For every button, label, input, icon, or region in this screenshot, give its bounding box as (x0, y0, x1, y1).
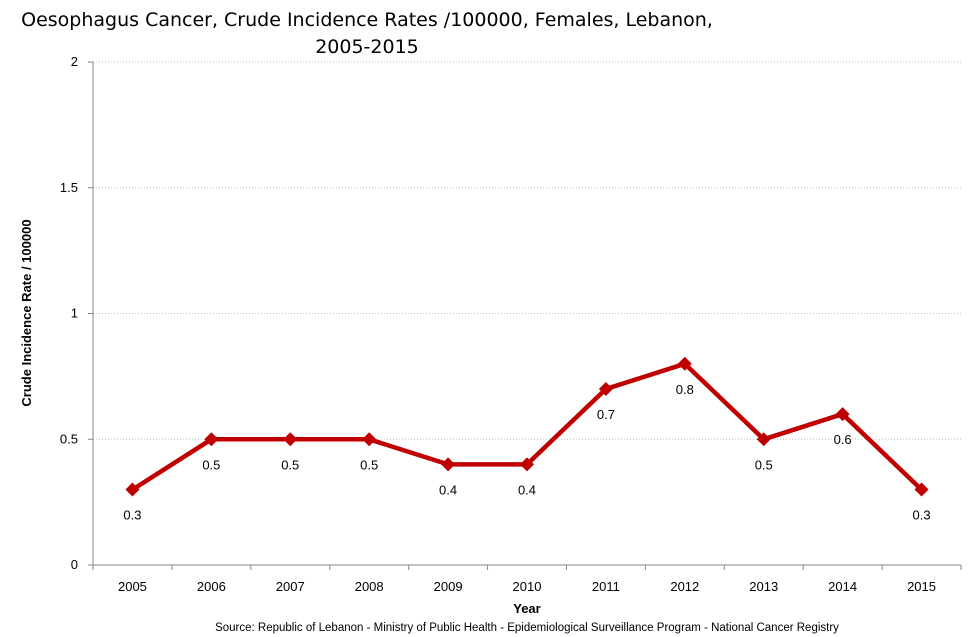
data-label: 0.3 (913, 508, 931, 523)
data-label: 0.8 (676, 382, 694, 397)
data-point-marker (204, 432, 219, 447)
data-label: 0.5 (360, 457, 378, 472)
data-point-marker (283, 432, 298, 447)
data-label: 0.7 (597, 407, 615, 422)
x-tick-label: 2014 (828, 579, 857, 594)
data-label: 0.5 (202, 457, 220, 472)
data-label: 0.3 (123, 508, 141, 523)
data-point-marker (835, 407, 850, 422)
x-tick-label: 2011 (592, 579, 620, 594)
data-point-marker (441, 457, 456, 472)
data-label: 0.4 (518, 482, 536, 497)
data-label: 0.5 (755, 457, 773, 472)
series-markers (125, 356, 929, 497)
x-tick-label: 2008 (355, 579, 384, 594)
data-labels: 0.3 0.5 0.5 0.5 0.4 0.4 0.7 0.8 0.5 0.6 0.3 (123, 382, 930, 523)
x-tick-label: 2009 (434, 579, 463, 594)
x-tick-label: 2013 (749, 579, 778, 594)
y-axis-label: Crude Incidence Rate / 100000 (19, 219, 34, 406)
data-point-marker (914, 482, 929, 497)
data-label: 0.5 (281, 457, 299, 472)
x-tick-label: 2005 (118, 579, 147, 594)
axes (88, 61, 962, 570)
data-label: 0.4 (439, 482, 457, 497)
data-point-marker (125, 482, 140, 497)
y-tick-label: 2 (71, 54, 78, 69)
data-point-marker (677, 356, 692, 371)
y-tick-label: 1.5 (60, 180, 78, 195)
source-note: Source: Republic of Lebanon - Ministry o… (215, 622, 839, 634)
y-tick-labels: 0 0.5 1 1.5 2 (60, 54, 78, 572)
y-tick-label: 0 (71, 557, 78, 572)
x-tick-label: 2006 (197, 579, 226, 594)
chart-title-line-2: 2005-2015 (315, 36, 419, 58)
gridlines (93, 61, 961, 440)
x-tick-label: 2015 (907, 579, 936, 594)
data-point-marker (520, 457, 534, 472)
data-point-marker (756, 432, 771, 447)
x-tick-label: 2012 (670, 579, 699, 594)
data-label: 0.6 (834, 432, 852, 447)
x-tick-labels: 2005 2006 2007 2008 2009 2010 2011 2012 2013 2014… (118, 579, 936, 594)
x-tick-label: 2010 (513, 579, 542, 594)
x-axis-label: Year (513, 601, 540, 616)
y-tick-label: 0.5 (60, 431, 78, 446)
data-point-marker (362, 432, 377, 447)
data-point-marker (598, 381, 613, 396)
y-tick-label: 1 (71, 306, 78, 321)
chart-title-line-1: Oesophagus Cancer, Crude Incidence Rates… (21, 9, 713, 31)
x-tick-label: 2007 (276, 579, 305, 594)
